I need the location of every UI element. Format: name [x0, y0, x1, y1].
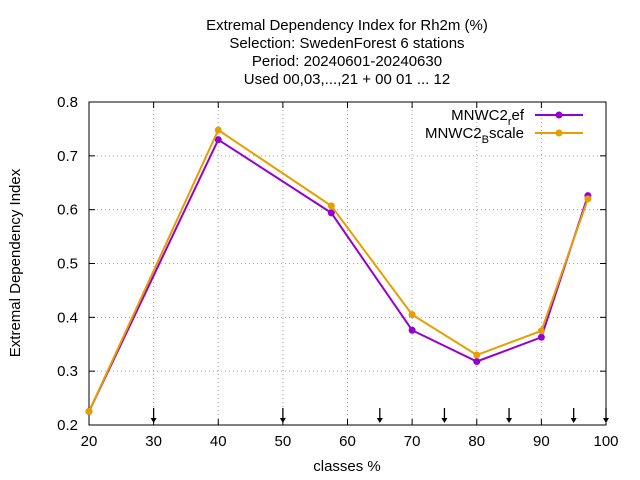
data-point: [473, 357, 481, 365]
data-point: [473, 351, 481, 359]
y-tick-label: 0.7: [57, 148, 78, 165]
y-tick-label: 0.5: [57, 256, 78, 273]
data-point: [214, 136, 222, 144]
series-1: [85, 136, 592, 416]
x-axis-label: classes %: [313, 458, 381, 475]
axis-ticks: [88, 101, 607, 426]
arrow-marker: [603, 408, 609, 423]
title-line-4: Used 00,03,...,21 + 00 01 ... 12: [244, 71, 450, 88]
legend-marker: [555, 111, 563, 119]
arrow-marker: [570, 408, 577, 423]
data-point: [408, 326, 416, 334]
legend-entry-1: MNWC2ref: [451, 107, 583, 128]
series-2: [85, 126, 592, 416]
data-point: [584, 195, 592, 203]
x-tick-label: 80: [468, 433, 485, 450]
x-tick-label: 60: [339, 433, 356, 450]
arrow-marker: [279, 408, 286, 423]
y-tick-label: 0.8: [57, 94, 78, 111]
legend-label: MNWC2ref: [451, 107, 525, 128]
y-tick-label: 0.2: [57, 417, 78, 434]
data-point: [214, 126, 222, 134]
y-tick-label: 0.4: [57, 309, 78, 326]
data-point: [327, 202, 335, 210]
arrow-marker: [150, 408, 157, 423]
x-tick-label: 20: [81, 433, 98, 450]
x-tick-label: 30: [145, 433, 162, 450]
x-tick-label: 100: [593, 433, 618, 450]
x-tick-label: 40: [210, 433, 227, 450]
series-group: [85, 126, 592, 416]
x-tick-label: 70: [404, 433, 421, 450]
legend-label: MNWC2Bscale: [425, 125, 524, 146]
y-tick-labels: 0.2 0.3 0.4 0.5 0.6 0.7 0.8: [57, 94, 78, 434]
grid: [89, 102, 606, 425]
arrow-marker: [441, 408, 448, 423]
x-tick-label: 50: [275, 433, 292, 450]
class-arrow-markers: [150, 408, 609, 423]
legend-marker: [555, 129, 563, 137]
title-line-1: Extremal Dependency Index for Rh2m (%): [206, 17, 488, 34]
x-tick-labels: 20 30 40 50 60 70 80 90 100: [81, 433, 619, 450]
x-tick-label: 90: [533, 433, 550, 450]
legend-entry-2: MNWC2Bscale: [425, 125, 583, 146]
data-point: [85, 408, 93, 416]
y-axis-label: Extremal Dependency Index: [7, 168, 24, 357]
title-line-2: Selection: SwedenForest 6 stations: [229, 35, 464, 52]
y-tick-label: 0.3: [57, 363, 78, 380]
data-point: [537, 333, 545, 341]
series-line: [88, 128, 589, 412]
title-line-3: Period: 20240601-20240630: [252, 53, 442, 70]
y-tick-label: 0.6: [57, 202, 78, 219]
data-point: [327, 209, 335, 217]
chart-title: Extremal Dependency Index for Rh2m (%) S…: [206, 17, 488, 88]
arrow-marker: [376, 408, 383, 423]
data-point: [408, 311, 416, 319]
data-point: [537, 327, 545, 335]
arrow-marker: [506, 408, 513, 423]
